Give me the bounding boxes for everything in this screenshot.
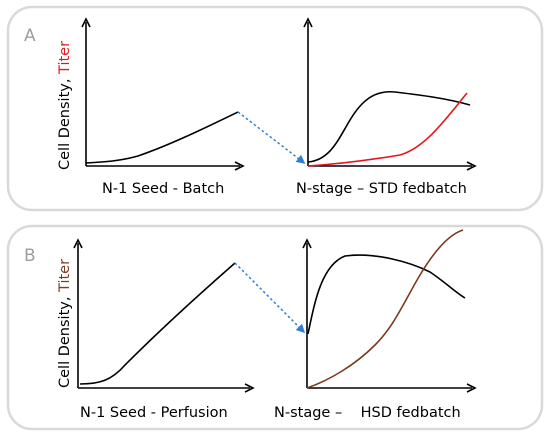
panel-b-cell-density-curve [307, 254, 466, 335]
panel-b-right-xlabel: N-stage – HSD fedbatch [274, 405, 461, 421]
panel-a-letter: A [24, 26, 36, 46]
panel-a-ylabel: Cell Density, Titer [57, 41, 73, 170]
panel-b-frame [6, 224, 544, 431]
panel-a-transfer-arrow [237, 111, 306, 164]
panel-b-transfer-arrow [234, 262, 306, 334]
panel-a-right-axes [303, 17, 477, 171]
panel-a-cell-density-curve [307, 91, 471, 163]
panel-a: A Cell Density, Titer N-1 Seed - Batch N… [6, 5, 544, 212]
panel-b: B Cell Density, Titer N-1 Seed - Perfusi… [6, 224, 544, 431]
panel-a-frame [6, 5, 544, 212]
panel-b-right-axes [302, 238, 477, 393]
panel-a-right-xlabel: N-stage – STD fedbatch [296, 181, 467, 197]
panel-b-titer-curve [306, 229, 464, 389]
panel-b-ylabel: Cell Density, Titer [57, 259, 73, 388]
panel-a-left-xlabel: N-1 Seed - Batch [102, 181, 224, 197]
panel-a-titer-curve [307, 92, 468, 167]
panel-b-left-xlabel: N-1 Seed - Perfusion [80, 405, 228, 421]
panel-b-left-axes [73, 238, 255, 393]
panel-b-seed-growth-curve [79, 262, 236, 385]
panel-a-seed-growth-curve [85, 111, 239, 164]
panel-b-letter: B [24, 246, 36, 266]
panel-a-left-axes [81, 17, 245, 171]
